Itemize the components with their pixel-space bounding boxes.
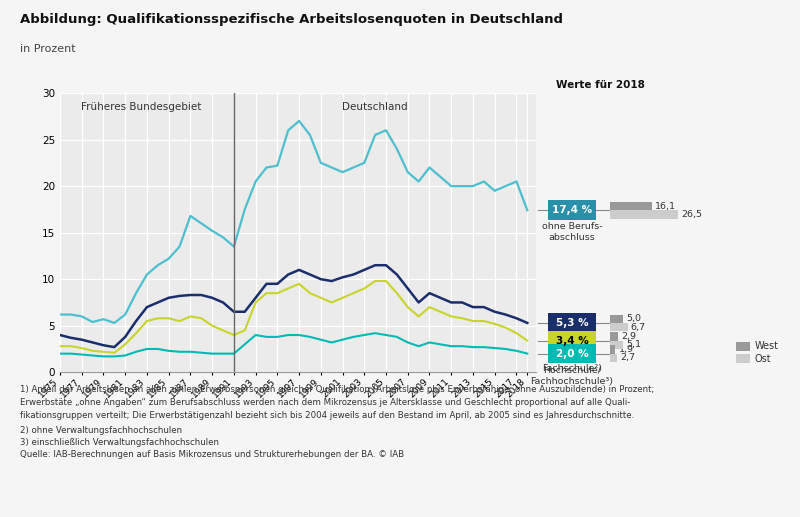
Text: Früheres Bundesgebiet: Früheres Bundesgebiet (82, 102, 202, 112)
Text: 2,7: 2,7 (621, 353, 635, 362)
Text: Abbildung: Qualifikationsspezifische Arbeitslosenquoten in Deutschland: Abbildung: Qualifikationsspezifische Arb… (20, 13, 563, 26)
Text: 3) einschließlich Verwaltungsfachhochschulen: 3) einschließlich Verwaltungsfachhochsch… (20, 438, 219, 447)
Text: Werte für 2018: Werte für 2018 (556, 80, 645, 90)
Text: 6,7: 6,7 (630, 323, 646, 331)
Text: Lehre/
Fachschule²): Lehre/ Fachschule²) (542, 353, 602, 373)
Text: Erwerbstäte „ohne Angaben“ zum Berufsabschluss werden nach dem Mikrozensus je Al: Erwerbstäte „ohne Angaben“ zum Berufsabs… (20, 398, 630, 407)
Text: 5,0: 5,0 (626, 314, 642, 323)
Text: Deutschland: Deutschland (342, 102, 408, 112)
Text: West: West (754, 341, 778, 352)
Text: Ost: Ost (754, 354, 771, 364)
Text: 1) Anteil der Arbeitslosen an allen zivilen Erwerbspersonen gleicher Qualifikati: 1) Anteil der Arbeitslosen an allen zivi… (20, 385, 654, 394)
Text: 5,3 %: 5,3 % (556, 318, 588, 328)
Text: 5,1: 5,1 (626, 340, 642, 349)
Text: ohne Berufs-
abschluss: ohne Berufs- abschluss (542, 222, 602, 242)
Text: fikationsgruppen verteilt; Die Erwerbstätigenzahl bezieht sich bis 2004 jeweils : fikationsgruppen verteilt; Die Erwerbstä… (20, 410, 634, 420)
Text: 16,1: 16,1 (655, 202, 676, 211)
Text: 3,4 %: 3,4 % (556, 336, 588, 345)
Text: Quelle: IAB-Berechnungen auf Basis Mikrozensus und Strukturerhebungen der BA. © : Quelle: IAB-Berechnungen auf Basis Mikro… (20, 450, 404, 459)
Text: insgesamt: insgesamt (547, 335, 597, 344)
Text: 2,9: 2,9 (621, 332, 636, 341)
Text: in Prozent: in Prozent (20, 44, 76, 54)
Text: 26,5: 26,5 (682, 210, 702, 219)
Text: 2) ohne Verwaltungsfachhochschulen: 2) ohne Verwaltungsfachhochschulen (20, 426, 182, 435)
Text: 1,9: 1,9 (618, 345, 634, 354)
Text: Hochschule/
Fachhochschule³): Hochschule/ Fachhochschule³) (530, 366, 614, 386)
Text: 2,0 %: 2,0 % (556, 348, 588, 359)
Text: 17,4 %: 17,4 % (552, 205, 592, 215)
